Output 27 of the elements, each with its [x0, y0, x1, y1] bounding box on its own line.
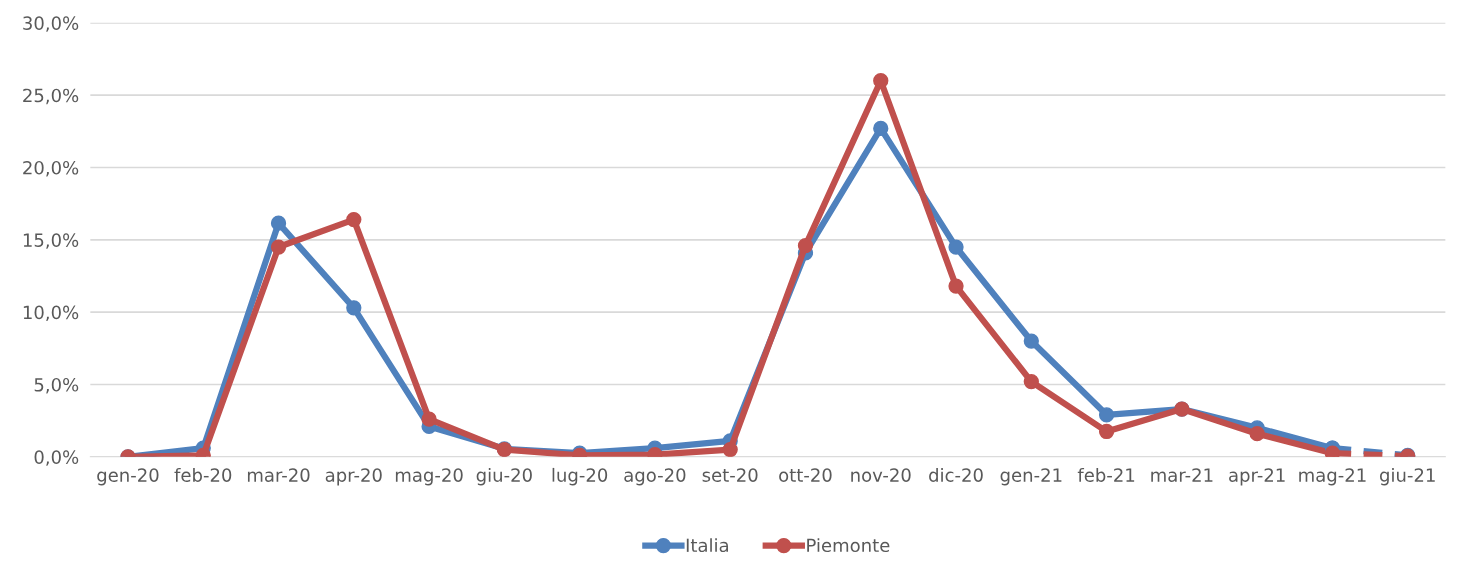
x-tick-label: feb-20: [174, 467, 232, 482]
y-tick-label: 15,0%: [23, 233, 79, 249]
x-tick-label: ago-20: [624, 468, 686, 486]
y-tick-label: 25,0%: [23, 88, 79, 105]
x-tick-label: mar-20: [247, 468, 310, 482]
x-tick-label: giu-20: [476, 467, 532, 486]
x-tick-label: gen-20: [97, 468, 159, 486]
x-tick-label: mag-20: [395, 468, 463, 486]
x-tick-label: lug-20: [552, 467, 608, 486]
y-tick-label: 0,0%: [34, 450, 79, 466]
x-tick-label: ott-20: [779, 468, 832, 482]
x-tick-label: feb-21: [1077, 467, 1135, 482]
y-tick-label: 30,0%: [23, 16, 79, 32]
legend-label: Italia: [686, 538, 728, 553]
legend-label: Piemonte: [807, 538, 890, 553]
y-tick-label: 20,0%: [23, 160, 79, 177]
x-tick-label: nov-20: [851, 468, 911, 482]
x-tick-label: gen-21: [1000, 468, 1062, 486]
x-tick-label: apr-21: [1229, 468, 1285, 486]
y-tick-label: 10,0%: [23, 305, 79, 322]
x-tick-label: apr-20: [325, 468, 382, 486]
x-tick-label: set-20: [702, 468, 758, 482]
y-tick-label: 5,0%: [34, 377, 79, 394]
x-tick-label: dic-20: [929, 467, 983, 482]
x-tick-label: mag-21: [1299, 468, 1366, 486]
x-tick-label: mar-21: [1151, 468, 1213, 482]
x-tick-label: giu-21: [1380, 467, 1435, 486]
